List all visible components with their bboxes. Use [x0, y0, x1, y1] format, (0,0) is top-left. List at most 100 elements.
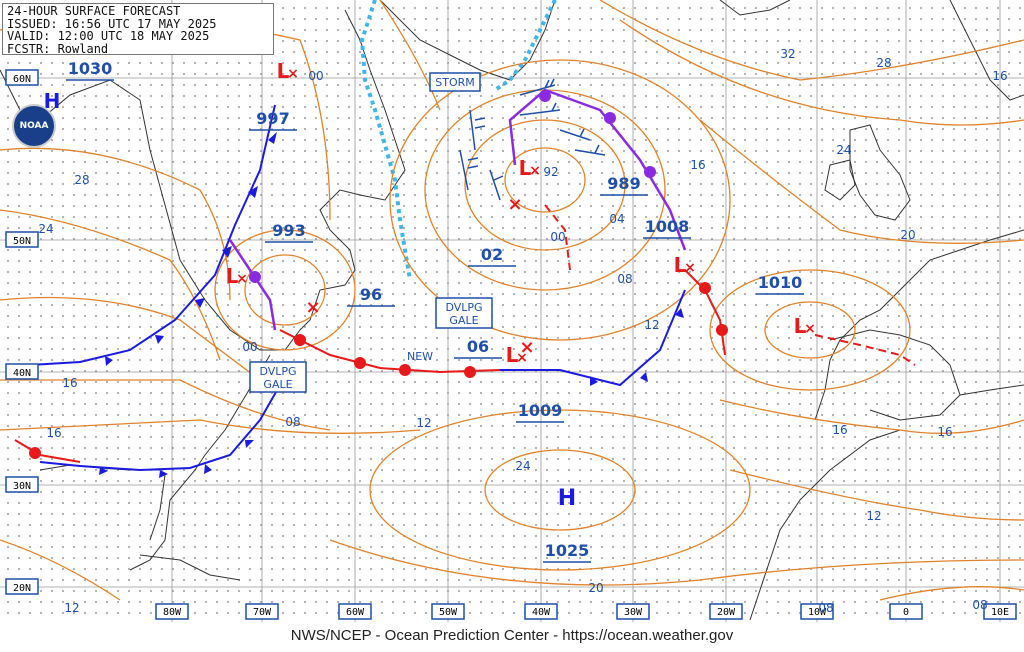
grid-dot — [645, 270, 648, 273]
grid-dot — [832, 237, 835, 240]
grid-dot — [435, 117, 438, 120]
grid-dot — [358, 215, 361, 218]
grid-dot — [259, 117, 262, 120]
grid-dot — [501, 171, 504, 174]
grid-dot — [689, 95, 692, 98]
grid-dot — [182, 535, 185, 538]
grid-dot — [612, 413, 615, 416]
grid-dot — [259, 106, 262, 109]
grid-dot — [435, 106, 438, 109]
grid-dot — [457, 127, 460, 130]
grid-dot — [623, 490, 626, 493]
grid-dot — [810, 237, 813, 240]
grid-dot — [777, 149, 780, 152]
grid-dot — [788, 40, 791, 43]
grid-dot — [590, 204, 593, 207]
grid-dot — [964, 546, 967, 549]
grid-dot — [303, 590, 306, 593]
grid-dot — [700, 149, 703, 152]
grid-dot — [292, 182, 295, 185]
grid-dot — [755, 226, 758, 229]
grid-dot — [733, 281, 736, 284]
grid-dot — [535, 138, 538, 141]
grid-dot — [479, 160, 482, 163]
grid-dot — [623, 117, 626, 120]
grid-dot — [160, 380, 163, 383]
grid-dot — [369, 51, 372, 54]
grid-dot — [942, 182, 945, 185]
grid-dot — [656, 182, 659, 185]
grid-dot — [62, 601, 65, 604]
grid-dot — [204, 303, 207, 306]
grid-dot — [964, 106, 967, 109]
grid-dot — [931, 303, 934, 306]
grid-dot — [259, 95, 262, 98]
grid-dot — [909, 51, 912, 54]
grid-dot — [501, 28, 504, 31]
grid-dot — [446, 160, 449, 163]
grid-dot — [898, 347, 901, 350]
grid-dot — [73, 106, 76, 109]
grid-dot — [799, 303, 802, 306]
grid-dot — [501, 84, 504, 87]
grid-dot — [149, 138, 152, 141]
grid-dot — [557, 117, 560, 120]
grid-dot — [865, 490, 868, 493]
grid-dot — [501, 590, 504, 593]
grid-dot — [84, 248, 87, 251]
grid-dot — [117, 590, 120, 593]
grid-dot — [106, 237, 109, 240]
grid-dot — [435, 413, 438, 416]
grid-dot — [854, 149, 857, 152]
grid-dot — [557, 7, 560, 10]
grid-dot — [733, 182, 736, 185]
grid-dot — [402, 7, 405, 10]
grid-dot — [601, 84, 604, 87]
grid-dot — [424, 303, 427, 306]
grid-dot — [656, 106, 659, 109]
grid-dot — [909, 73, 912, 76]
grid-dot — [51, 248, 54, 251]
grid-dot — [975, 95, 978, 98]
grid-dot — [171, 281, 174, 284]
grid-dot — [402, 106, 405, 109]
grid-dot — [215, 149, 218, 152]
grid-dot — [336, 601, 339, 604]
grid-dot — [281, 568, 284, 571]
grid-dot — [865, 601, 868, 604]
grid-dot — [777, 95, 780, 98]
grid-dot — [854, 579, 857, 582]
grid-dot — [303, 490, 306, 493]
grid-dot — [832, 457, 835, 460]
grid-dot — [84, 325, 87, 328]
grid-dot — [84, 182, 87, 185]
grid-dot — [799, 413, 802, 416]
grid-dot — [964, 17, 967, 20]
grid-dot — [95, 127, 98, 130]
grid-dot — [920, 7, 923, 10]
grid-dot — [535, 182, 538, 185]
grid-dot — [237, 391, 240, 394]
grid-dot — [314, 612, 317, 615]
grid-dot — [325, 84, 328, 87]
grid-dot — [446, 446, 449, 449]
grid-dot — [733, 138, 736, 141]
grid-dot — [62, 314, 65, 317]
grid-dot — [524, 601, 527, 604]
grid-dot — [358, 336, 361, 339]
grid-dot — [579, 325, 582, 328]
grid-dot — [612, 457, 615, 460]
grid-dot — [468, 446, 471, 449]
grid-dot — [964, 601, 967, 604]
grid-dot — [733, 7, 736, 10]
grid-dot — [117, 347, 120, 350]
grid-dot — [821, 204, 824, 207]
grid-dot — [865, 270, 868, 273]
grid-dot — [909, 17, 912, 20]
grid-dot — [51, 579, 54, 582]
grid-dot — [73, 358, 76, 361]
grid-dot — [336, 215, 339, 218]
grid-dot — [347, 106, 350, 109]
grid-dot — [347, 524, 350, 527]
grid-dot — [259, 314, 262, 317]
